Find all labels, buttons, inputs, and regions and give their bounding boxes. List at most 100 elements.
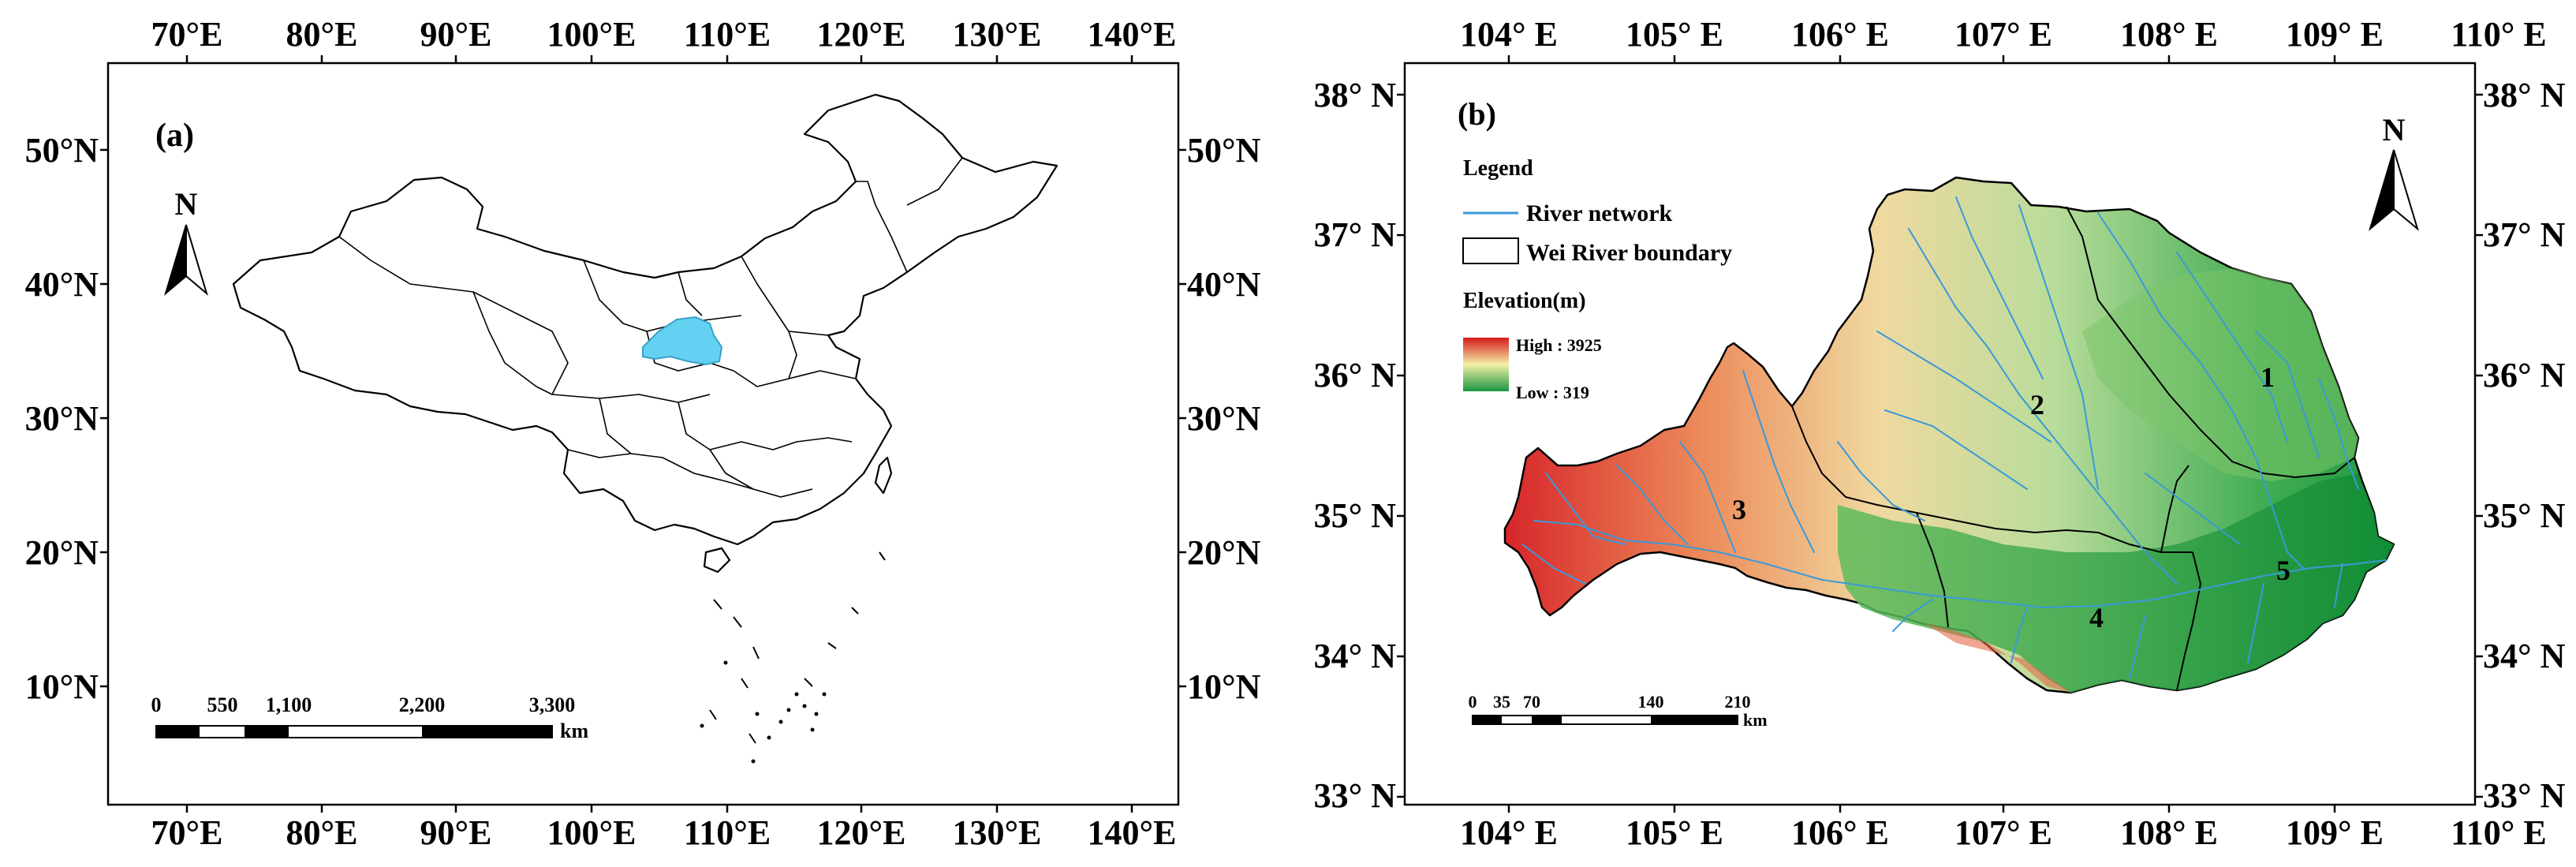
tick-label: 20°N xyxy=(1187,533,1261,572)
tick-label: 80°E xyxy=(286,15,358,54)
tick-label: 35° N xyxy=(2483,496,2566,535)
tick-label: 109° E xyxy=(2286,813,2384,852)
north-arrow-icon: N xyxy=(2369,112,2419,231)
tick-label: 50°N xyxy=(1187,131,1261,170)
tick-label: 40°N xyxy=(1187,265,1261,304)
tick-label: 130°E xyxy=(953,15,1042,54)
tick-label: 106° E xyxy=(1791,15,1889,54)
southern-mountains xyxy=(1925,623,2070,693)
tick-label: 110° E xyxy=(2451,15,2547,54)
scale-unit: km xyxy=(1743,710,1768,730)
tick-label: 140°E xyxy=(1088,15,1177,54)
tick-label: 10°N xyxy=(1187,667,1261,706)
panel-b-scale-bar: 0 35 70 140 210 km xyxy=(1469,692,1768,730)
tick-label: 33° N xyxy=(2483,776,2566,815)
panel-a-bottom-ticks: 70°E 80°E 90°E 100°E 110°E 120°E 130°E 1… xyxy=(151,813,1177,852)
taiwan-island xyxy=(874,456,893,495)
panel-b: 104° E 105° E 106° E 107° E 108° E 109° … xyxy=(1314,15,2566,852)
tick-label: 90°E xyxy=(420,15,492,54)
panel-b-bottom-ticks: 104° E 105° E 106° E 107° E 108° E 109° … xyxy=(1460,813,2547,852)
tick-label: 106° E xyxy=(1791,813,1889,852)
panel-b-left-ticks: 38° N 37° N 36° N 35° N 34° N 33° N xyxy=(1314,76,1397,815)
tick-label: 100°E xyxy=(547,15,637,54)
tick-label: 108° E xyxy=(2120,813,2218,852)
tick-label: 37° N xyxy=(2483,215,2566,254)
panel-a-right-ticks: 50°N 40°N 30°N 20°N 10°N xyxy=(1187,131,1261,706)
subbasin-label: 2 xyxy=(2030,389,2044,420)
panel-b-tick-marks xyxy=(1397,55,2483,813)
scale-label: 0 xyxy=(151,693,162,716)
tick-label: 100°E xyxy=(547,813,637,852)
hainan-island xyxy=(703,547,731,574)
tick-label: 108° E xyxy=(2120,15,2218,54)
boundary-legend-box xyxy=(1462,237,1519,264)
wei-river-basin: 1 2 3 4 5 xyxy=(1503,176,2395,694)
tick-label: 20°N xyxy=(25,533,99,572)
scale-unit: km xyxy=(560,719,588,742)
panel-a-label: (a) xyxy=(155,118,194,154)
panel-a-scale-bar: 0 550 1,100 2,200 3,300 km xyxy=(151,693,589,742)
province-lines xyxy=(338,157,963,498)
tick-label: 110°E xyxy=(684,15,771,54)
northeast-green xyxy=(2082,268,2358,481)
tick-label: 140°E xyxy=(1088,813,1177,852)
tick-label: 36° N xyxy=(1314,356,1397,394)
scale-label: 550 xyxy=(207,693,238,716)
scale-label: 0 xyxy=(1469,692,1477,712)
legend-low-label: Low : 319 xyxy=(1516,383,1589,402)
panel-a-top-ticks: 70°E 80°E 90°E 100°E 110°E 120°E 130°E 1… xyxy=(151,15,1177,54)
tick-label: 34° N xyxy=(2483,637,2566,675)
tick-label: 37° N xyxy=(1314,215,1397,254)
legend: Legend River network Wei River boundary … xyxy=(1462,156,1732,402)
panel-b-label: (b) xyxy=(1458,96,1496,132)
south-sea-islands xyxy=(709,551,886,744)
subbasin-label: 3 xyxy=(1732,494,1746,525)
tick-label: 110° E xyxy=(2451,813,2547,852)
subbasin-boundaries xyxy=(1791,206,2355,691)
panel-b-top-ticks: 104° E 105° E 106° E 107° E 108° E 109° … xyxy=(1460,15,2547,54)
china-outline xyxy=(232,93,1058,546)
tick-label: 36° N xyxy=(2483,356,2566,394)
subbasin-label: 4 xyxy=(2089,602,2104,633)
scale-label: 2,200 xyxy=(399,693,446,716)
scale-label: 35 xyxy=(1493,692,1510,712)
tick-label: 33° N xyxy=(1314,776,1397,815)
tick-label: 38° N xyxy=(2483,76,2566,114)
tick-label: 130°E xyxy=(953,813,1042,852)
tick-label: 35° N xyxy=(1314,496,1397,535)
tick-label: 80°E xyxy=(286,813,358,852)
tick-label: 70°E xyxy=(151,15,223,54)
elevation-gradient xyxy=(1463,338,1509,391)
tick-label: 30°N xyxy=(25,399,99,438)
scale-label: 3,300 xyxy=(529,693,576,716)
river-network xyxy=(1521,196,2387,679)
north-letter: N xyxy=(175,186,198,222)
north-letter: N xyxy=(2383,112,2406,148)
panel-a-left-ticks: 50°N 40°N 30°N 20°N 10°N xyxy=(25,131,99,706)
legend-title: Legend xyxy=(1463,156,1533,181)
subbasin-label: 1 xyxy=(2261,361,2275,393)
tick-label: 50°N xyxy=(25,131,99,170)
china-map xyxy=(232,93,1058,744)
scale-label: 210 xyxy=(1725,692,1751,712)
tick-label: 104° E xyxy=(1460,15,1558,54)
panel-a-frame xyxy=(106,62,1180,806)
tick-label: 107° E xyxy=(1954,813,2052,852)
legend-boundary-label: Wei River boundary xyxy=(1526,240,1732,266)
tick-label: 105° E xyxy=(1626,813,1723,852)
scale-label: 70 xyxy=(1523,692,1540,712)
tick-label: 40°N xyxy=(25,265,99,304)
tick-label: 104° E xyxy=(1460,813,1558,852)
panel-b-right-ticks: 38° N 37° N 36° N 35° N 34° N 33° N xyxy=(2483,76,2566,815)
tick-label: 105° E xyxy=(1626,15,1723,54)
tick-label: 38° N xyxy=(1314,76,1397,114)
subbasin-label: 5 xyxy=(2276,555,2290,586)
tick-label: 34° N xyxy=(1314,637,1397,675)
legend-high-label: High : 3925 xyxy=(1516,335,1602,355)
scale-label: 140 xyxy=(1638,692,1664,712)
wei-river-highlight xyxy=(642,316,723,366)
panel-a-tick-marks xyxy=(100,55,1186,813)
tick-label: 107° E xyxy=(1954,15,2052,54)
legend-river-label: River network xyxy=(1526,200,1673,226)
